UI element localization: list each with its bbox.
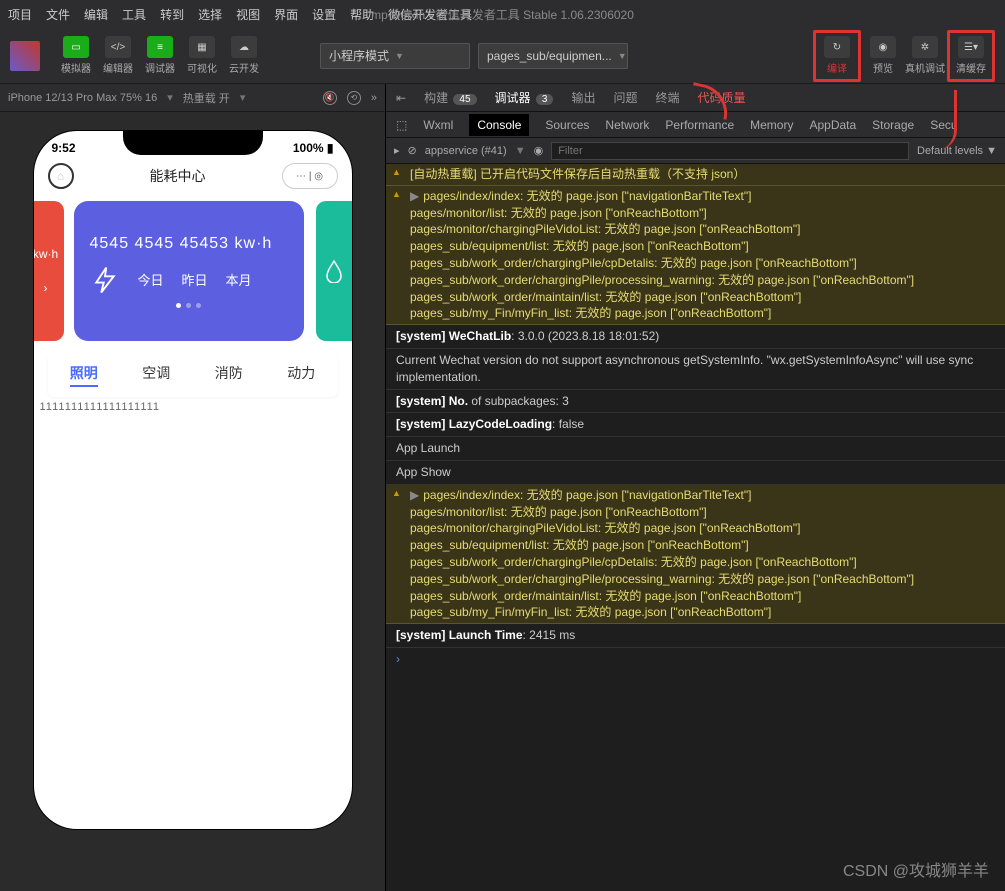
refresh-icon[interactable]: ⟲: [347, 91, 361, 105]
collapse-icon[interactable]: ⇤: [396, 91, 406, 105]
tab-performance[interactable]: Performance: [665, 118, 734, 132]
toolbar: ▭模拟器 </>编辑器 ≡调试器 ▦可视化 ☁云开发 小程序模式▼ pages_…: [0, 28, 1005, 84]
devtools-tabs-top: ⇤ 构建 45 调试器 3 输出 问题 终端 代码质量: [386, 84, 1005, 112]
compile-button[interactable]: ↻编译: [817, 34, 857, 78]
console-line: Current Wechat version do not support as…: [386, 349, 1005, 390]
console-line: App Launch: [386, 437, 1005, 461]
tab-ac[interactable]: 空调: [142, 363, 170, 387]
menubar: 项目 文件 编辑 工具 转到 选择 视图 界面 设置 帮助 微信开发者工具 mp…: [0, 0, 1005, 28]
tab-wxml[interactable]: Wxml: [423, 118, 453, 132]
device-select[interactable]: iPhone 12/13 Pro Max 75% 16: [8, 92, 157, 104]
tab-today[interactable]: 今日: [138, 270, 164, 289]
menu-project[interactable]: 项目: [8, 6, 32, 23]
card-right[interactable]: [316, 201, 352, 341]
console-line: App Show: [386, 461, 1005, 485]
page-title: 能耗中心: [150, 166, 206, 186]
levels-select[interactable]: Default levels ▼: [917, 145, 997, 157]
console-line: [system] WeChatLib: 3.0.0 (2023.8.18 18:…: [386, 325, 1005, 349]
menu-goto[interactable]: 转到: [160, 6, 184, 23]
tab-appdata[interactable]: AppData: [809, 118, 856, 132]
simulator-button[interactable]: ▭模拟器: [56, 34, 96, 78]
debug-text: 1111111111111111111: [33, 397, 352, 413]
card-value: 4545 4545 45453 kw·h: [90, 235, 288, 253]
mode-dropdown[interactable]: 小程序模式▼: [320, 43, 470, 69]
tab-lighting[interactable]: 照明: [70, 363, 98, 387]
devtools-tabs-inspector: ⬚ Wxml Console Sources Network Performan…: [386, 112, 1005, 138]
hotreload-toggle[interactable]: 热重载 开: [183, 90, 230, 106]
category-tabs: 照明 空调 消防 动力: [48, 353, 338, 397]
menu-file[interactable]: 文件: [46, 6, 70, 23]
cache-button[interactable]: ☰▾清缓存: [951, 34, 991, 78]
menu-edit[interactable]: 编辑: [84, 6, 108, 23]
menu-view[interactable]: 视图: [236, 6, 260, 23]
devtools-panel: ⇤ 构建 45 调试器 3 输出 问题 终端 代码质量 ⬚ Wxml Conso…: [385, 84, 1005, 891]
filter-input[interactable]: [551, 142, 909, 160]
card-main[interactable]: 4545 4545 45453 kw·h 今日 昨日 本月: [74, 201, 304, 341]
simulator-bar: iPhone 12/13 Pro Max 75% 16▾ 热重载 开▾ 🔇 ⟲ …: [0, 84, 385, 112]
console-line: [system] LazyCodeLoading: false: [386, 413, 1005, 437]
tab-sources[interactable]: Sources: [545, 118, 589, 132]
eye-icon[interactable]: ◉: [534, 144, 544, 157]
console-line: [system] Launch Time: 2415 ms: [386, 624, 1005, 648]
debugger-button[interactable]: ≡调试器: [140, 34, 180, 78]
card-left[interactable]: kw·h›: [33, 201, 64, 341]
console-line: [自动热重载] 已开启代码文件保存后自动热重载（不支持 json）: [386, 164, 1005, 186]
status-battery: 100% ▮: [293, 141, 334, 155]
avatar[interactable]: [10, 41, 40, 71]
tab-power[interactable]: 动力: [287, 363, 315, 387]
tab-debugger[interactable]: 调试器 3: [495, 89, 554, 106]
tab-storage[interactable]: Storage: [872, 118, 914, 132]
menu-ui[interactable]: 界面: [274, 6, 298, 23]
capsule-menu[interactable]: ⋯ | ◎: [282, 163, 338, 189]
preview-button[interactable]: ◉预览: [863, 34, 903, 78]
status-time: 9:52: [52, 141, 76, 155]
path-dropdown[interactable]: pages_sub/equipmen...▼: [478, 43, 628, 69]
menu-settings[interactable]: 设置: [312, 6, 336, 23]
visualize-button[interactable]: ▦可视化: [182, 34, 222, 78]
watermark: CSDN @攻城狮羊羊: [843, 857, 989, 881]
window-title: mp-weixin - 微信开发者工具 Stable 1.06.2306020: [371, 6, 634, 23]
remote-button[interactable]: ✲真机调试: [905, 34, 945, 78]
tab-security[interactable]: Secu: [930, 118, 957, 132]
tab-month[interactable]: 本月: [226, 270, 252, 289]
simulator-panel: iPhone 12/13 Pro Max 75% 16▾ 热重载 开▾ 🔇 ⟲ …: [0, 84, 385, 891]
tab-quality[interactable]: 代码质量: [698, 89, 746, 106]
editor-button[interactable]: </>编辑器: [98, 34, 138, 78]
expand-icon[interactable]: »: [371, 92, 377, 104]
console-line: [system] No. of subpackages: 3: [386, 390, 1005, 414]
console-line: ▶pages/index/index: 无效的 page.json ["navi…: [386, 485, 1005, 624]
tab-fire[interactable]: 消防: [215, 363, 243, 387]
scope-select[interactable]: appservice (#41): [425, 145, 507, 157]
phone-notch: [123, 131, 263, 155]
tab-problems[interactable]: 问题: [613, 89, 637, 106]
menu-tool[interactable]: 工具: [122, 6, 146, 23]
tab-output[interactable]: 输出: [571, 89, 595, 106]
tab-yesterday[interactable]: 昨日: [182, 270, 208, 289]
home-icon[interactable]: ⌂: [48, 163, 74, 189]
tab-build[interactable]: 构建 45: [424, 89, 476, 106]
console-line: ▶pages/index/index: 无效的 page.json ["navi…: [386, 186, 1005, 325]
bolt-icon: [90, 265, 120, 295]
console-prompt[interactable]: ›: [386, 648, 1005, 671]
tab-network[interactable]: Network: [605, 118, 649, 132]
tab-terminal[interactable]: 终端: [656, 89, 680, 106]
phone-frame: 9:52 100% ▮ ⌂ 能耗中心 ⋯ | ◎ kw·h› 4545 4545…: [33, 130, 353, 830]
tab-console[interactable]: Console: [469, 114, 529, 136]
play-icon[interactable]: ▸: [394, 144, 400, 157]
console-toolbar: ▸ ⊘ appservice (#41)▼ ◉ Default levels ▼: [386, 138, 1005, 164]
console-output[interactable]: [自动热重载] 已开启代码文件保存后自动热重载（不支持 json）▶pages/…: [386, 164, 1005, 891]
cloud-button[interactable]: ☁云开发: [224, 34, 264, 78]
clear-icon[interactable]: ⊘: [408, 144, 417, 157]
tab-memory[interactable]: Memory: [750, 118, 793, 132]
inspect-icon[interactable]: ⬚: [396, 118, 407, 132]
mute-icon[interactable]: 🔇: [323, 91, 337, 105]
menu-select[interactable]: 选择: [198, 6, 222, 23]
